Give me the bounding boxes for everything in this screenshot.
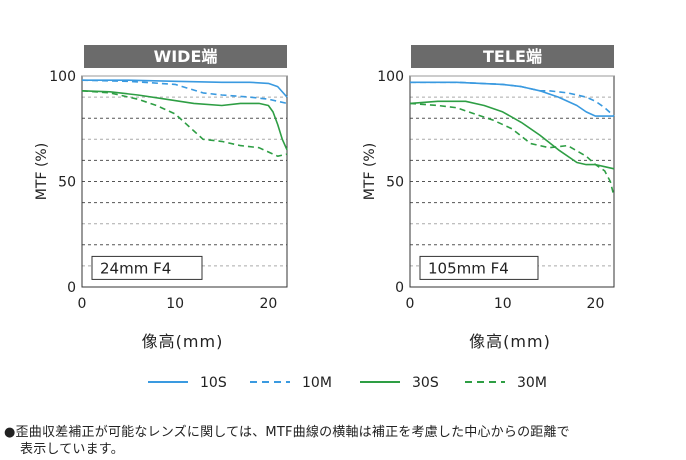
annotation-box xyxy=(419,255,539,280)
y-axis-label: MTF (%) xyxy=(362,143,378,200)
x-axis-label: 像高(mm) xyxy=(142,332,224,351)
chart-title: WIDE端 xyxy=(154,47,218,66)
footnote-line-2: 表示しています。 xyxy=(20,442,124,457)
x-tick-label: 10 xyxy=(494,296,512,312)
y-tick-label: 0 xyxy=(395,280,404,296)
x-axis-label: 像高(mm) xyxy=(469,332,551,351)
x-tick-label: 20 xyxy=(259,296,277,312)
series-line-30M xyxy=(409,102,615,197)
annotation-box xyxy=(91,255,203,280)
x-tick-label: 20 xyxy=(587,296,605,312)
series-line-30S xyxy=(81,90,288,151)
series-line-30M xyxy=(81,90,288,157)
x-tick-label: 10 xyxy=(166,296,184,312)
series-line-10S xyxy=(410,81,614,117)
y-tick-label: 50 xyxy=(386,175,404,191)
chart-title-bar xyxy=(411,45,614,68)
chart-panel-tele: TELE端 0 50 100 0 10 20 MTF (%) 像高(mm) 105mm F4 xyxy=(362,45,615,351)
legend-label-30S: 30S xyxy=(412,375,439,391)
annotation-label: 24mm F4 xyxy=(100,259,171,277)
x-tick-label: 0 xyxy=(406,296,415,312)
x-tick-label: 0 xyxy=(78,296,87,312)
legend-label-10S: 10S xyxy=(200,375,227,391)
legend-label-10M: 10M xyxy=(302,375,332,391)
y-tick-label: 100 xyxy=(377,69,404,85)
footnote: ●歪曲収差補正が可能なレンズに関しては、MTF曲線の横軸は補正を考慮した中心から… xyxy=(4,424,684,458)
legend: 10S 10M 30S 30M xyxy=(148,375,547,391)
series-line-10M xyxy=(410,81,615,117)
y-tick-label: 100 xyxy=(49,69,76,85)
y-axis-label: MTF (%) xyxy=(34,143,50,200)
chart-panel-wide: WIDE端 0 50 100 0 10 20 MTF (%) 像高(mm) 24mm F4 xyxy=(34,45,288,351)
annotation-label: 105mm F4 xyxy=(428,259,509,277)
footnote-line-1: ●歪曲収差補正が可能なレンズに関しては、MTF曲線の横軸は補正を考慮した中心から… xyxy=(4,425,570,440)
chart-title-bar xyxy=(84,45,287,68)
chart-title: TELE端 xyxy=(483,47,542,66)
y-tick-label: 50 xyxy=(58,175,76,191)
legend-label-30M: 30M xyxy=(517,375,547,391)
y-tick-label: 0 xyxy=(67,280,76,296)
series-line-10M xyxy=(81,79,288,105)
series-line-30S xyxy=(409,100,615,170)
series-line-10S xyxy=(82,79,288,98)
